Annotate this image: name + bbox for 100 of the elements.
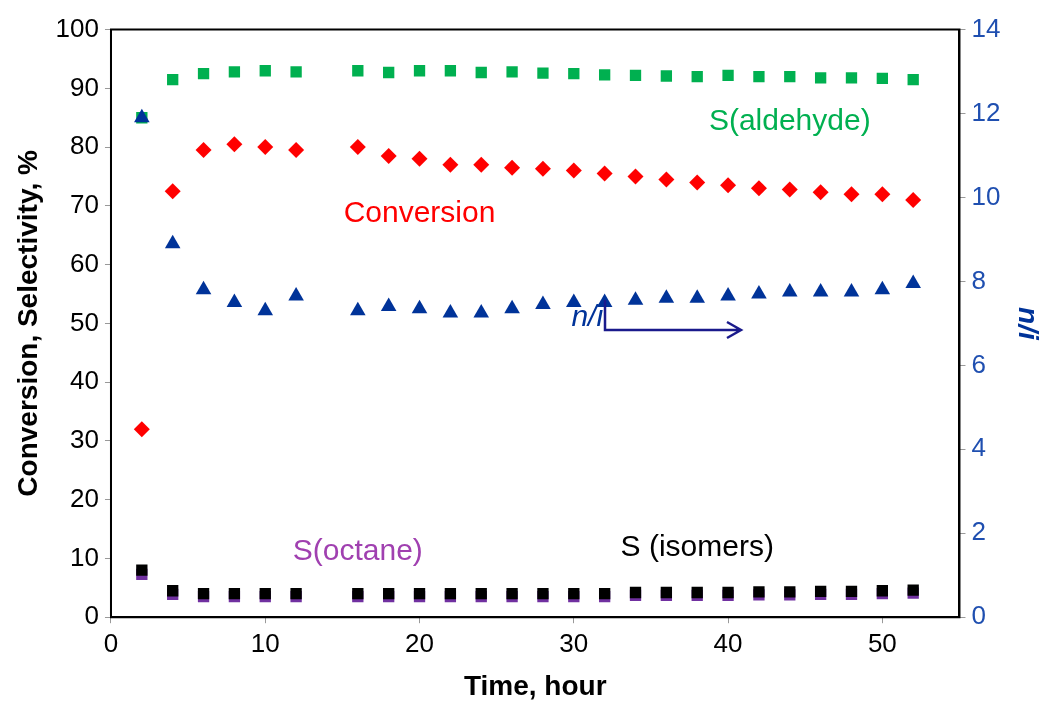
point [660, 70, 673, 82]
point [504, 159, 521, 176]
point [167, 73, 179, 86]
point [504, 299, 520, 314]
point [874, 186, 891, 203]
point [751, 285, 767, 299]
series-label: Conversion [343, 195, 496, 229]
point [784, 70, 796, 83]
y-tick-label: 100 [55, 12, 99, 43]
y-tick-label: 40 [70, 365, 99, 396]
x-axis-title: Time, hour [463, 669, 607, 701]
x-tick-label: 20 [405, 627, 434, 658]
point [565, 162, 582, 179]
point [812, 184, 829, 201]
point [226, 293, 243, 307]
point [658, 289, 675, 303]
point [907, 73, 919, 86]
point [876, 72, 888, 85]
y2-tick-label: 12 [971, 96, 1001, 127]
point [164, 183, 181, 200]
point [473, 156, 490, 173]
point [133, 421, 150, 438]
series-label: S(octane) [292, 532, 423, 566]
x-tick-label: 50 [867, 627, 897, 658]
point [874, 280, 891, 295]
point [288, 287, 304, 301]
point [136, 564, 148, 576]
point [259, 65, 271, 77]
point [226, 136, 243, 153]
point [905, 192, 922, 208]
x-tick-label: 10 [250, 627, 280, 658]
point [442, 156, 459, 173]
point [658, 171, 675, 188]
point [195, 280, 212, 295]
point [288, 142, 305, 159]
point [475, 66, 487, 79]
y-tick-label: 90 [70, 71, 99, 102]
point [411, 150, 428, 167]
point [720, 177, 737, 194]
point [473, 303, 490, 318]
x-tick-label: 40 [713, 627, 743, 658]
point [228, 66, 241, 78]
y2-tick-label: 10 [971, 180, 1001, 211]
point [627, 168, 644, 185]
point [383, 66, 395, 79]
point [814, 72, 827, 84]
point [380, 147, 397, 164]
point [812, 282, 829, 297]
y-axis-title: Conversion, Selectivity, % [11, 150, 43, 497]
point [750, 180, 767, 197]
point [257, 139, 274, 156]
point [689, 289, 706, 303]
y-tick-label: 10 [70, 541, 99, 572]
point [753, 70, 765, 83]
point [537, 67, 549, 79]
x-tick-label: 0 [103, 627, 119, 658]
point [290, 66, 302, 78]
point [722, 69, 734, 82]
point [781, 181, 798, 198]
y2-axis-title: n/i [1013, 307, 1045, 341]
point [197, 68, 210, 80]
point [411, 299, 428, 314]
point [905, 274, 921, 289]
y2-tick-label: 2 [971, 516, 986, 547]
point [691, 70, 703, 83]
y-tick-label: 50 [70, 306, 99, 337]
y2-tick-label: 6 [971, 348, 986, 379]
y2-tick-label: 8 [971, 264, 986, 295]
point [629, 69, 642, 82]
x-tick-label: 30 [559, 627, 589, 658]
point [164, 234, 181, 249]
point [627, 291, 644, 305]
y-tick-label: 60 [70, 247, 99, 278]
point [689, 174, 706, 191]
point [352, 65, 364, 77]
point [195, 142, 212, 159]
point [843, 282, 860, 297]
point [596, 165, 613, 182]
y-tick-label: 0 [84, 600, 99, 631]
point [257, 301, 274, 316]
point [534, 160, 551, 177]
point [568, 68, 580, 80]
y-tick-label: 70 [70, 189, 99, 220]
point [506, 66, 518, 78]
point [380, 297, 397, 312]
point [781, 282, 798, 297]
y2-tick-label: 0 [971, 600, 986, 631]
point [843, 186, 860, 203]
y2-tick-label: 14 [971, 12, 1001, 43]
annotation: n/i [571, 298, 605, 332]
point [134, 108, 150, 123]
point [349, 139, 366, 156]
point [350, 301, 366, 316]
point [413, 65, 426, 77]
point [845, 72, 858, 84]
point [442, 303, 459, 318]
point [720, 287, 736, 301]
y-tick-label: 20 [70, 482, 99, 513]
y-tick-label: 30 [70, 424, 99, 455]
series-label: S(aldehyde) [708, 102, 871, 136]
